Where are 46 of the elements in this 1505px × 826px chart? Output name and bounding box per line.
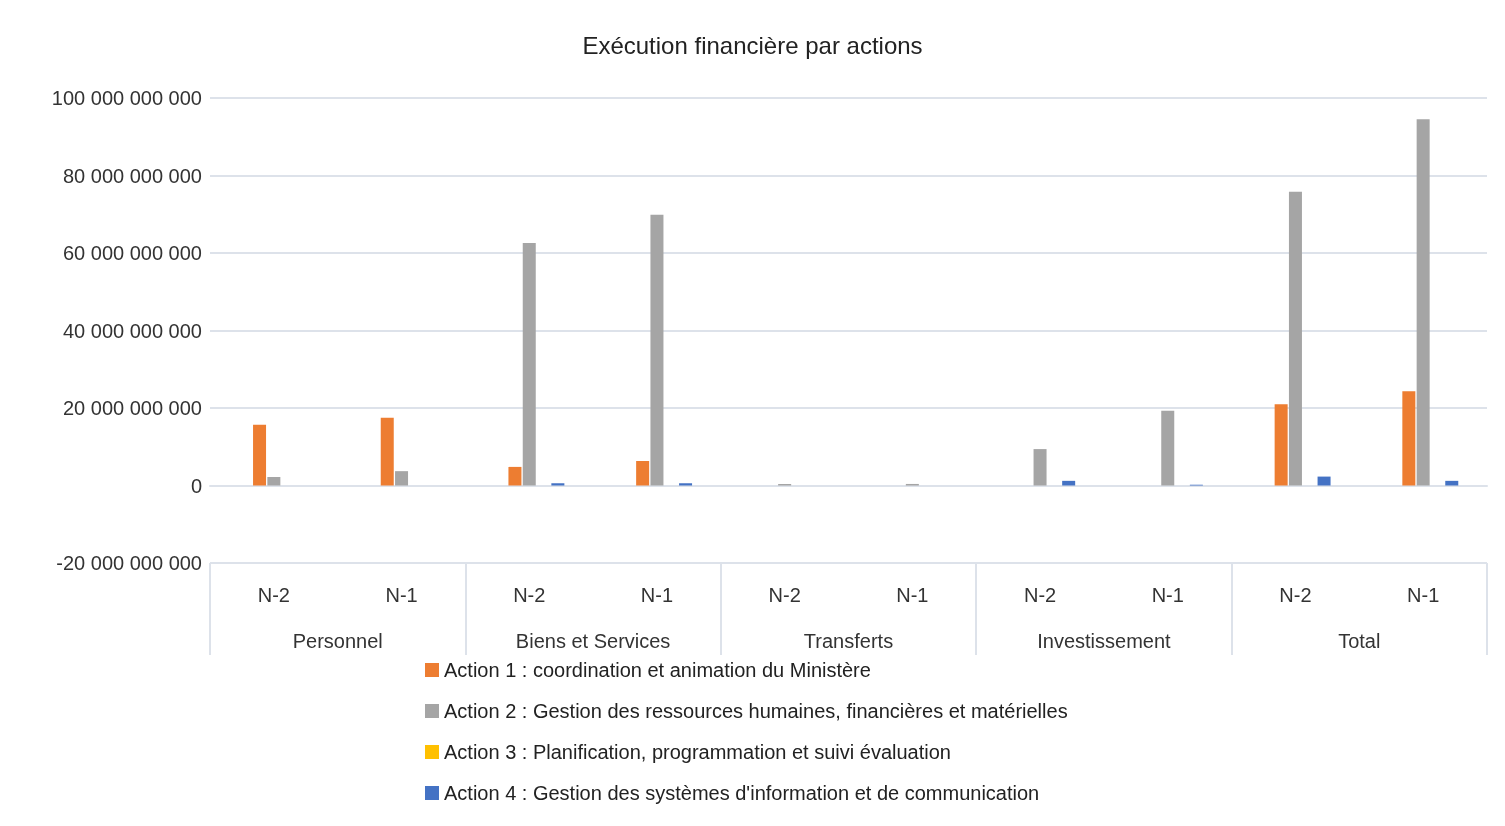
- legend-label: Action 4 : Gestion des systèmes d'information et de communication: [444, 782, 1040, 804]
- text: Total: [1338, 630, 1381, 652]
- x-tick-label: N-1: [1151, 584, 1184, 606]
- bar: [1288, 191, 1302, 486]
- text: Biens et Services: [515, 630, 671, 652]
- x-tick-label: N-2: [1023, 584, 1057, 606]
- bar: [1062, 480, 1076, 486]
- bar: [636, 461, 650, 486]
- x-tick-label: N-1: [1407, 584, 1440, 606]
- x-tick-label: N-1: [896, 584, 929, 606]
- bar: [1416, 119, 1430, 486]
- y-tick-label: 100 000 000 000: [51, 87, 202, 109]
- y-tick-label: 20 000 000 000: [62, 397, 202, 419]
- bar: [1402, 391, 1416, 486]
- bar: [650, 214, 664, 486]
- bar: [1033, 449, 1047, 486]
- x-tick-label: N-2: [768, 584, 801, 606]
- x-tick-label: N-1: [640, 584, 674, 606]
- bar: [1161, 410, 1175, 486]
- bar: [1274, 404, 1288, 486]
- y-tick-label: 80 000 000 000: [62, 164, 202, 187]
- bar: [253, 424, 267, 486]
- text: Personnel: [292, 630, 383, 652]
- x-tick-label: N-2: [1279, 584, 1312, 606]
- legend-label: Action 3 : Planification, programmation et suivi évaluation: [444, 741, 951, 763]
- text: Transferts: [803, 630, 894, 652]
- y-tick-label: 40 000 000 000: [62, 319, 202, 342]
- y-tick-label: 0: [190, 474, 202, 497]
- y-tick-label: -20 000 000 000: [56, 552, 202, 574]
- bar: [679, 483, 693, 486]
- bar: [508, 466, 522, 486]
- legend-label: Action 1 : coordination et animation du Ministère: [444, 659, 871, 681]
- x-tick-label: N-2: [257, 584, 290, 606]
- x-tick-label: N-2: [513, 584, 546, 606]
- bar: [267, 476, 281, 486]
- bar: [395, 471, 409, 486]
- text: Investissement: [1037, 630, 1172, 652]
- bar: [522, 242, 536, 486]
- bar: [380, 417, 394, 486]
- y-tick-label: 60 000 000 000: [62, 242, 202, 264]
- chart-title: Exécution financière par actions: [582, 31, 923, 59]
- x-tick-label: N-1: [385, 584, 418, 606]
- bar: [551, 483, 565, 486]
- bar: [1445, 480, 1459, 486]
- bar: [1317, 476, 1331, 486]
- legend-label: Action 2 : Gestion des ressources humaines, financières et matérielles: [444, 700, 1068, 722]
